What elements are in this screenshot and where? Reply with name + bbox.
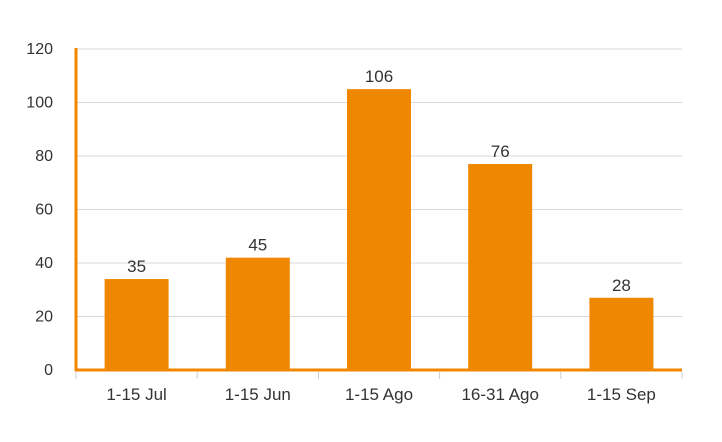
- x-tick-label: 16-31 Ago: [461, 385, 539, 404]
- data-label: 76: [491, 142, 510, 161]
- bar: [589, 297, 654, 370]
- bar: [225, 257, 290, 370]
- x-tick-label: 1-15 Jun: [225, 385, 291, 404]
- data-label: 106: [365, 67, 393, 86]
- y-axis-tick-labels: 0 20 40 60 80 100 120: [26, 41, 53, 379]
- y-tick-label: 100: [26, 95, 53, 112]
- y-tick-label: 60: [35, 202, 53, 219]
- bars: 35 45 106 76 28: [104, 67, 654, 370]
- data-label: 28: [612, 276, 631, 295]
- y-tick-label: 20: [35, 309, 53, 326]
- x-tick-label: 1-15 Sep: [587, 385, 656, 404]
- bar: [104, 279, 169, 370]
- y-tick-label: 80: [35, 148, 53, 165]
- y-tick-label: 0: [44, 362, 53, 379]
- bar: [347, 89, 411, 370]
- axes: [74, 48, 682, 372]
- x-axis-tick-labels: 1-15 Jul 1-15 Jun 1-15 Ago 16-31 Ago 1-15 Se…: [75, 372, 683, 404]
- x-tick-label: 1-15 Jul: [106, 385, 166, 404]
- x-tick-label: 1-15 Ago: [345, 385, 413, 404]
- data-label: 35: [127, 257, 146, 276]
- bar: [468, 164, 533, 370]
- data-label: 45: [248, 236, 267, 255]
- y-tick-label: 120: [26, 41, 53, 58]
- y-tick-label: 40: [35, 255, 53, 272]
